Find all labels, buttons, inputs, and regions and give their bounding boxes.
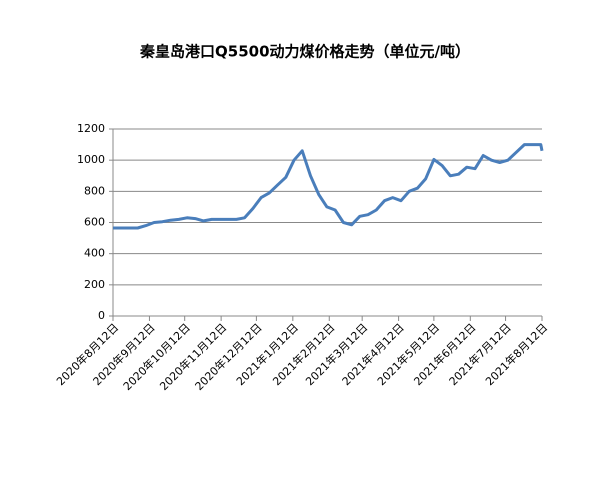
line — [113, 143, 544, 230]
y-tick-label: 600 — [84, 216, 105, 229]
y-tick-label: 400 — [84, 247, 105, 260]
y-tick-label: 1200 — [77, 122, 105, 135]
y-tick-label: 0 — [98, 309, 105, 322]
y-tick-label: 1000 — [77, 153, 105, 166]
x-tick-label: 2020年9月12日 — [90, 320, 158, 388]
x-tick-label: 2021年8月12日 — [482, 320, 550, 388]
y-tick-label: 800 — [84, 184, 105, 197]
chart-title: 秦皇岛港口Q5500动力煤价格走势（单位元/吨） — [139, 43, 470, 61]
x-tick-label: 2021年1月12日 — [233, 320, 301, 388]
x-tick-label: 2021年7月12日 — [446, 320, 514, 388]
y-tick-label: 200 — [84, 278, 105, 291]
x-tick-label: 2021年4月12日 — [339, 320, 407, 388]
x-tick-label: 2020年8月12日 — [53, 320, 121, 388]
x-tick-label: 2021年5月12日 — [374, 320, 442, 388]
x-tick-label: 2021年6月12日 — [411, 320, 479, 388]
